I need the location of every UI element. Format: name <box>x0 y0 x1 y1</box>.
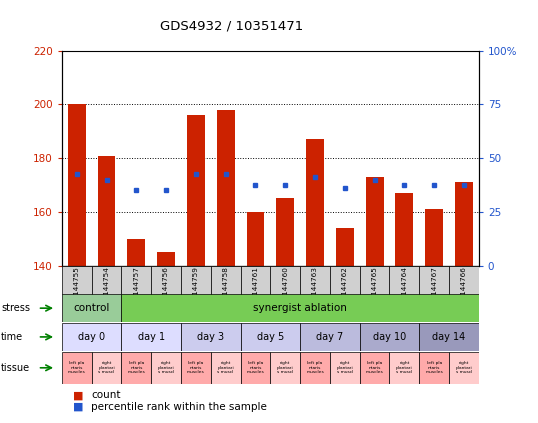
Text: GSM1144763: GSM1144763 <box>312 266 318 316</box>
Bar <box>246 212 264 266</box>
Bar <box>217 110 235 266</box>
Text: GSM1144762: GSM1144762 <box>342 266 348 316</box>
Bar <box>300 352 330 384</box>
Text: day 10: day 10 <box>373 332 406 342</box>
Bar <box>122 323 181 351</box>
Text: GSM1144761: GSM1144761 <box>252 266 258 316</box>
Bar <box>360 323 419 351</box>
Bar <box>336 228 353 266</box>
Text: right
plantari
s muscl: right plantari s muscl <box>396 361 413 374</box>
Bar <box>122 294 479 322</box>
Bar <box>181 352 211 384</box>
Text: count: count <box>91 390 121 400</box>
Bar <box>425 209 443 266</box>
Text: GSM1144755: GSM1144755 <box>74 266 80 316</box>
Text: GSM1144754: GSM1144754 <box>103 266 110 316</box>
Bar <box>122 266 151 295</box>
Text: GSM1144764: GSM1144764 <box>401 266 407 316</box>
Text: right
plantari
s muscl: right plantari s muscl <box>277 361 294 374</box>
Text: time: time <box>1 332 23 342</box>
Text: right
plantari
s muscl: right plantari s muscl <box>456 361 472 374</box>
Bar <box>151 266 181 295</box>
Text: control: control <box>74 303 110 313</box>
Bar <box>151 352 181 384</box>
Text: GSM1144767: GSM1144767 <box>431 266 437 316</box>
Text: right
plantari
s muscl: right plantari s muscl <box>158 361 174 374</box>
Text: day 7: day 7 <box>316 332 344 342</box>
Bar <box>91 266 122 295</box>
Text: left pla
ntaris
muscles: left pla ntaris muscles <box>187 361 205 374</box>
Text: GDS4932 / 10351471: GDS4932 / 10351471 <box>160 19 303 32</box>
Text: GSM1144759: GSM1144759 <box>193 266 199 316</box>
Text: synergist ablation: synergist ablation <box>253 303 347 313</box>
Bar <box>395 193 413 266</box>
Text: right
plantari
s muscl: right plantari s muscl <box>336 361 353 374</box>
Bar <box>330 266 360 295</box>
Bar <box>91 352 122 384</box>
Bar <box>68 104 86 266</box>
Text: day 3: day 3 <box>197 332 224 342</box>
Bar <box>360 352 390 384</box>
Text: stress: stress <box>1 303 30 313</box>
Bar <box>157 252 175 266</box>
Bar <box>181 323 240 351</box>
Text: GSM1144760: GSM1144760 <box>282 266 288 316</box>
Bar <box>211 352 240 384</box>
Bar <box>300 266 330 295</box>
Bar <box>211 266 240 295</box>
Text: ■: ■ <box>73 402 83 412</box>
Bar <box>62 352 91 384</box>
Bar <box>449 266 479 295</box>
Text: left pla
ntaris
muscles: left pla ntaris muscles <box>425 361 443 374</box>
Bar <box>187 115 205 266</box>
Bar <box>240 352 270 384</box>
Bar <box>455 182 473 266</box>
Bar <box>277 198 294 266</box>
Text: left pla
ntaris
muscles: left pla ntaris muscles <box>366 361 384 374</box>
Bar <box>449 352 479 384</box>
Text: percentile rank within the sample: percentile rank within the sample <box>91 402 267 412</box>
Bar <box>62 266 91 295</box>
Bar <box>330 352 360 384</box>
Text: right
plantari
s muscl: right plantari s muscl <box>217 361 234 374</box>
Bar <box>181 266 211 295</box>
Bar <box>270 266 300 295</box>
Bar <box>122 352 151 384</box>
Bar <box>419 352 449 384</box>
Text: day 0: day 0 <box>78 332 105 342</box>
Text: day 1: day 1 <box>138 332 165 342</box>
Text: left pla
ntaris
muscles: left pla ntaris muscles <box>68 361 86 374</box>
Bar <box>300 323 360 351</box>
Bar <box>62 323 122 351</box>
Bar <box>97 156 116 266</box>
Bar <box>390 352 419 384</box>
Bar <box>271 352 300 384</box>
Text: day 5: day 5 <box>257 332 284 342</box>
Text: ■: ■ <box>73 390 83 400</box>
Text: right
plantari
s muscl: right plantari s muscl <box>98 361 115 374</box>
Text: left pla
ntaris
muscles: left pla ntaris muscles <box>128 361 145 374</box>
Text: GSM1144758: GSM1144758 <box>223 266 229 316</box>
Bar <box>62 294 122 322</box>
Bar <box>240 323 300 351</box>
Bar <box>128 239 145 266</box>
Bar <box>306 140 324 266</box>
Bar <box>419 323 479 351</box>
Text: tissue: tissue <box>1 363 30 373</box>
Text: GSM1144766: GSM1144766 <box>461 266 467 316</box>
Text: day 14: day 14 <box>433 332 466 342</box>
Bar <box>366 177 384 266</box>
Text: GSM1144765: GSM1144765 <box>372 266 378 316</box>
Bar <box>390 266 419 295</box>
Bar <box>419 266 449 295</box>
Bar <box>360 266 390 295</box>
Text: GSM1144757: GSM1144757 <box>133 266 139 316</box>
Bar <box>240 266 270 295</box>
Text: GSM1144756: GSM1144756 <box>163 266 169 316</box>
Text: left pla
ntaris
muscles: left pla ntaris muscles <box>246 361 264 374</box>
Text: left pla
ntaris
muscles: left pla ntaris muscles <box>306 361 324 374</box>
